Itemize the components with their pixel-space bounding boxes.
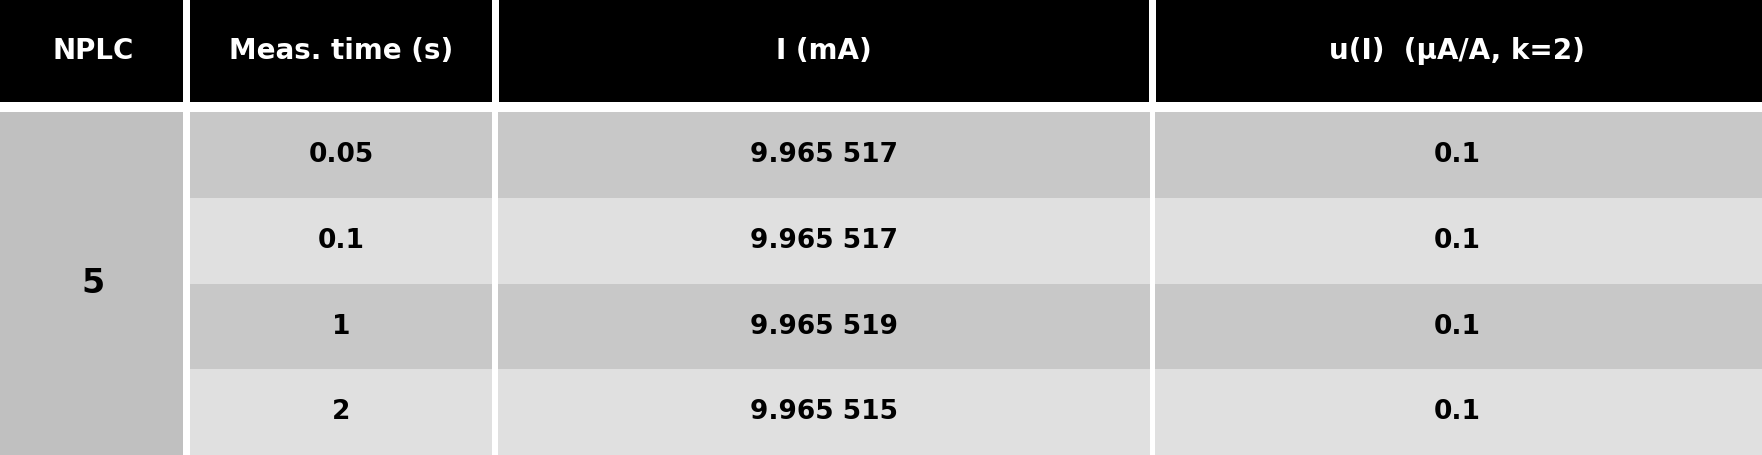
Text: I (mA): I (mA) [775,37,872,65]
Bar [0,0,187,102]
Text: 9.965 517: 9.965 517 [751,228,897,254]
Text: 9.965 515: 9.965 515 [751,399,897,425]
Text: 0.1: 0.1 [317,228,365,254]
Bar [492,198,497,284]
Text: 9.965 517: 9.965 517 [751,142,897,168]
Bar [183,0,190,102]
Bar [187,198,495,284]
Text: 0.1: 0.1 [1434,399,1480,425]
Bar [183,112,190,455]
Text: 2: 2 [331,399,351,425]
Bar [1152,112,1762,198]
Bar [0,102,1762,112]
Text: 0.1: 0.1 [1434,313,1480,339]
Text: NPLC: NPLC [53,37,134,65]
Bar [1152,198,1762,284]
Bar [1152,369,1762,455]
Bar [0,112,187,455]
Bar [187,284,1762,289]
Bar [492,112,497,198]
Bar [1149,0,1156,102]
Bar [1149,198,1156,284]
Text: 0.1: 0.1 [1434,142,1480,168]
Text: 0.05: 0.05 [308,142,374,168]
Bar [187,369,1762,375]
Bar [1149,284,1156,369]
Text: 0.1: 0.1 [1434,228,1480,254]
Bar [187,112,495,198]
Text: Meas. time (s): Meas. time (s) [229,37,453,65]
Bar [492,369,497,455]
Bar [1152,284,1762,369]
Bar [1149,369,1156,455]
Bar [495,369,1152,455]
Bar [1149,112,1156,198]
Bar [1152,0,1762,102]
Bar [495,284,1152,369]
Text: 1: 1 [331,313,351,339]
Text: u(I)  (μA/A, k=2): u(I) (μA/A, k=2) [1329,37,1586,65]
Bar [187,198,1762,203]
Text: 5: 5 [81,267,106,300]
Bar [492,284,497,369]
Bar [187,369,495,455]
Bar [495,112,1152,198]
Bar [187,0,495,102]
Bar [495,0,1152,102]
Bar [495,198,1152,284]
Text: 9.965 519: 9.965 519 [751,313,897,339]
Bar [187,284,495,369]
Bar [492,0,499,102]
